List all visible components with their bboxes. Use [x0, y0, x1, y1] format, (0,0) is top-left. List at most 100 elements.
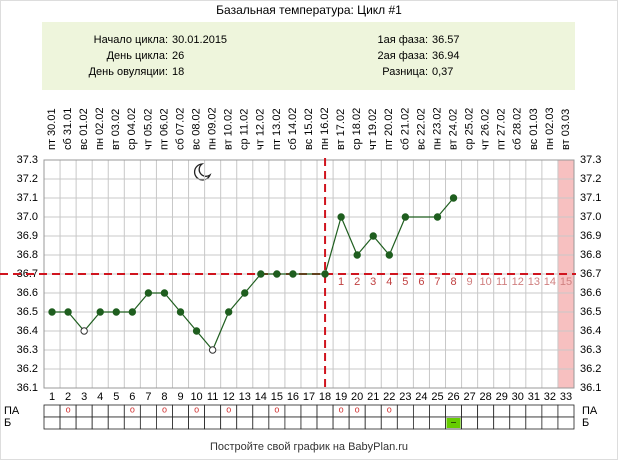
row-cell [220, 416, 238, 430]
row-cell [348, 416, 366, 430]
date-label: вт 17.02 [335, 109, 347, 150]
y-tick-label: 36.4 [17, 325, 38, 337]
row-cell [268, 416, 286, 430]
x-tick-label: 30 [512, 391, 524, 403]
row-cell [509, 404, 527, 418]
phase-day: 14 [544, 276, 556, 288]
phase-day: 9 [467, 276, 473, 288]
data-point [128, 308, 137, 316]
x-tick-label: 3 [81, 391, 87, 403]
date-label: ср 04.02 [126, 108, 138, 150]
row-marker: o [387, 404, 392, 414]
date-label: пт 27.02 [496, 108, 508, 150]
date-label: пт 30.01 [46, 108, 58, 150]
info-value: 36.57 [432, 34, 460, 46]
row-cell [557, 416, 575, 430]
data-point [337, 213, 345, 221]
date-label: вс 15.02 [303, 108, 315, 150]
row-cell [493, 404, 511, 418]
row-cell [445, 404, 462, 418]
phase-day: 4 [386, 276, 392, 288]
data-point [321, 270, 329, 278]
row-cell [541, 416, 559, 430]
row-cell [429, 404, 446, 418]
x-tick-label: 7 [145, 391, 151, 403]
x-tick-label: 29 [496, 391, 508, 403]
x-tick-label: 33 [560, 391, 572, 403]
info-label: 1ая фаза: [377, 34, 428, 46]
line-segment [228, 292, 246, 313]
date-label: сб 07.02 [174, 108, 186, 150]
row-marker-cell [446, 418, 461, 428]
data-point [112, 308, 120, 316]
date-label: вт 03.03 [560, 109, 572, 150]
row-cell [364, 404, 382, 418]
row-marker: o [66, 404, 71, 414]
x-tick-label: 22 [383, 391, 395, 403]
y-tick-label-right: 36.8 [580, 249, 601, 261]
date-label: пн 16.02 [319, 107, 331, 150]
data-point [192, 327, 201, 335]
y-tick-label-right: 37.1 [580, 192, 601, 204]
info-label: Начало цикла: [94, 34, 168, 46]
info-box [42, 22, 575, 90]
x-tick-label: 5 [113, 391, 119, 403]
info-value: 26 [172, 50, 184, 62]
date-label: ср 11.02 [239, 109, 251, 150]
x-tick-label: 11 [207, 391, 218, 403]
data-point [257, 270, 265, 278]
y-tick-label: 36.1 [17, 382, 38, 394]
info-label: 2ая фаза: [377, 50, 428, 62]
row-cell [429, 416, 446, 430]
row-cell [509, 416, 527, 430]
y-tick-label: 36.6 [17, 287, 38, 299]
row-cell [252, 404, 270, 418]
line-segment [131, 292, 149, 313]
x-tick-label: 23 [399, 391, 411, 403]
phase-day: 7 [434, 276, 440, 288]
y-tick-label: 36.9 [17, 230, 38, 242]
date-label: чт 26.02 [480, 109, 492, 150]
line-segment [372, 235, 390, 256]
y-tick-label-right: 37.2 [580, 173, 601, 185]
x-tick-label: 8 [161, 391, 167, 403]
x-tick-label: 25 [431, 391, 443, 403]
info-value: 30.01.2015 [172, 34, 227, 46]
moon-icon [193, 163, 212, 181]
line-segment [163, 292, 181, 313]
row-cell [525, 404, 543, 418]
row-marker: o [194, 404, 199, 414]
line-segment [356, 235, 374, 256]
row-cell [477, 416, 495, 430]
x-tick-label: 31 [528, 391, 540, 403]
footer: Постройте свой график на BabyPlan.ru [210, 441, 408, 453]
x-tick-label: 4 [97, 391, 103, 403]
phase-day: 13 [528, 276, 540, 288]
y-tick-label: 37.1 [17, 192, 38, 204]
y-tick-label: 37.0 [17, 211, 38, 223]
y-tick-label: 37.2 [17, 173, 38, 185]
row-cell [107, 404, 125, 418]
row-cell [412, 416, 430, 430]
data-point [208, 346, 217, 354]
data-point [48, 308, 56, 316]
x-tick-label: 28 [480, 391, 492, 403]
row-cell [284, 404, 302, 418]
chart-title: Базальная температура: Цикл #1 [216, 3, 402, 17]
row-cell [284, 416, 302, 430]
data-point [369, 232, 377, 240]
x-tick-label: 6 [129, 391, 135, 403]
row-cell [236, 404, 254, 418]
y-tick-label-right: 36.4 [580, 325, 601, 337]
row-marker: – [451, 416, 456, 426]
row-cell [300, 416, 318, 430]
row-cell [43, 416, 61, 430]
x-tick-label: 9 [177, 391, 183, 403]
row-label-right: Б [582, 417, 589, 429]
data-point [401, 213, 410, 221]
row-cell [332, 416, 350, 430]
x-tick-label: 32 [544, 391, 556, 403]
row-label: Б [4, 417, 11, 429]
row-cell [91, 416, 109, 430]
